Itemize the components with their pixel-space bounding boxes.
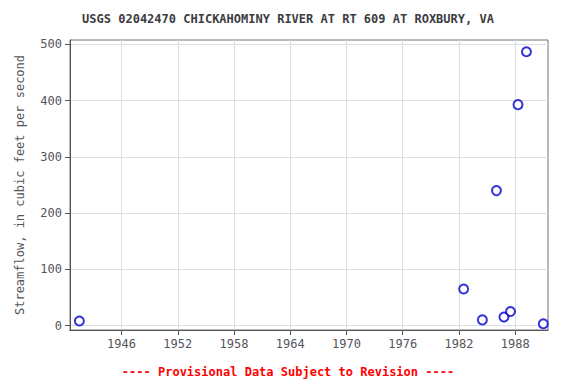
svg-text:USGS 02042470 CHICKAHOMINY RIV: USGS 02042470 CHICKAHOMINY RIVER AT RT 6… [82, 12, 495, 26]
svg-text:300: 300 [40, 150, 62, 164]
svg-text:0: 0 [55, 319, 62, 333]
svg-text:1970: 1970 [332, 337, 361, 351]
svg-text:---- Provisional Data Subject: ---- Provisional Data Subject to Revisio… [122, 365, 454, 379]
svg-text:1964: 1964 [276, 337, 305, 351]
svg-text:1946: 1946 [107, 337, 136, 351]
svg-text:500: 500 [40, 37, 62, 51]
svg-text:1988: 1988 [501, 337, 530, 351]
svg-text:1952: 1952 [163, 337, 192, 351]
svg-text:200: 200 [40, 206, 62, 220]
svg-text:Streamflow, in cubic feet per: Streamflow, in cubic feet per second [13, 55, 27, 315]
svg-text:1976: 1976 [388, 337, 417, 351]
svg-text:100: 100 [40, 262, 62, 276]
svg-text:1982: 1982 [445, 337, 474, 351]
svg-text:400: 400 [40, 94, 62, 108]
svg-text:1958: 1958 [220, 337, 249, 351]
